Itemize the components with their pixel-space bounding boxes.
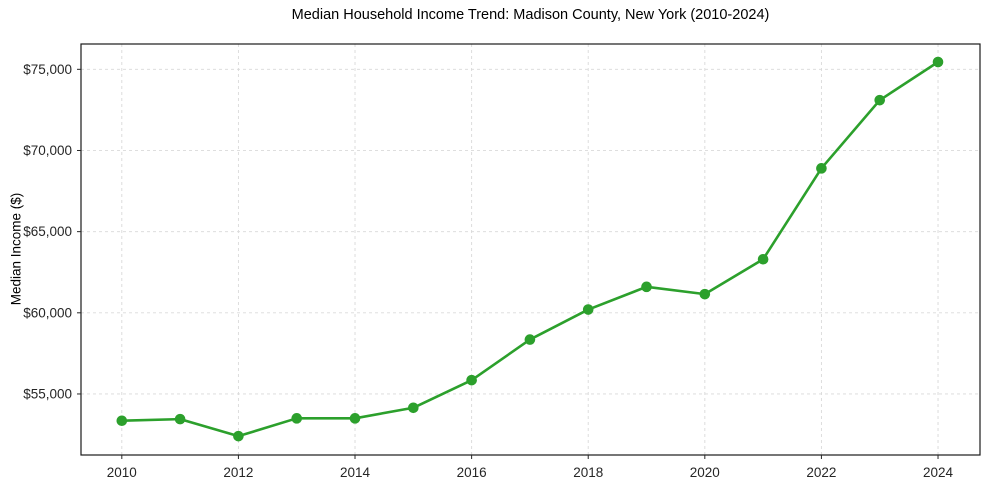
x-tick-label: 2012 [223,465,253,480]
x-tick-label: 2010 [107,465,137,480]
income-trend-line [120,60,940,438]
x-tick-label: 2024 [923,465,954,480]
x-tick-label: 2022 [806,465,836,480]
data-point-2012 [233,430,244,442]
data-point-2024 [932,56,944,68]
data-point-2023 [874,94,886,106]
data-point-2014 [349,413,361,424]
y-tick-label: $60,000 [23,305,72,320]
data-point-2021 [757,253,769,265]
y-tick-label: $55,000 [23,386,72,401]
data-point-2018 [582,304,594,315]
data-point-2013 [291,413,303,424]
y-tick-label: $75,000 [23,62,72,77]
data-point-2022 [816,163,827,174]
data-point-2019 [641,281,652,293]
data-point-2011 [174,413,186,425]
y-tick-label: $65,000 [23,224,72,239]
y-tick-label: $70,000 [23,143,72,158]
data-point-2010 [116,415,128,427]
y-axis-label: Median Income ($) [8,192,24,306]
data-point-2016 [466,374,477,386]
plot-frame [80,43,981,456]
x-tick-label: 2016 [457,465,487,480]
chart-title: Median Household Income Trend: Madison C… [291,7,770,23]
data-point-2020 [699,288,711,300]
data-point-2017 [524,334,536,345]
x-tick-label: 2014 [340,465,371,480]
x-tick-label: 2020 [690,465,720,480]
x-tick-label: 2018 [573,465,603,480]
data-point-2015 [408,402,419,414]
